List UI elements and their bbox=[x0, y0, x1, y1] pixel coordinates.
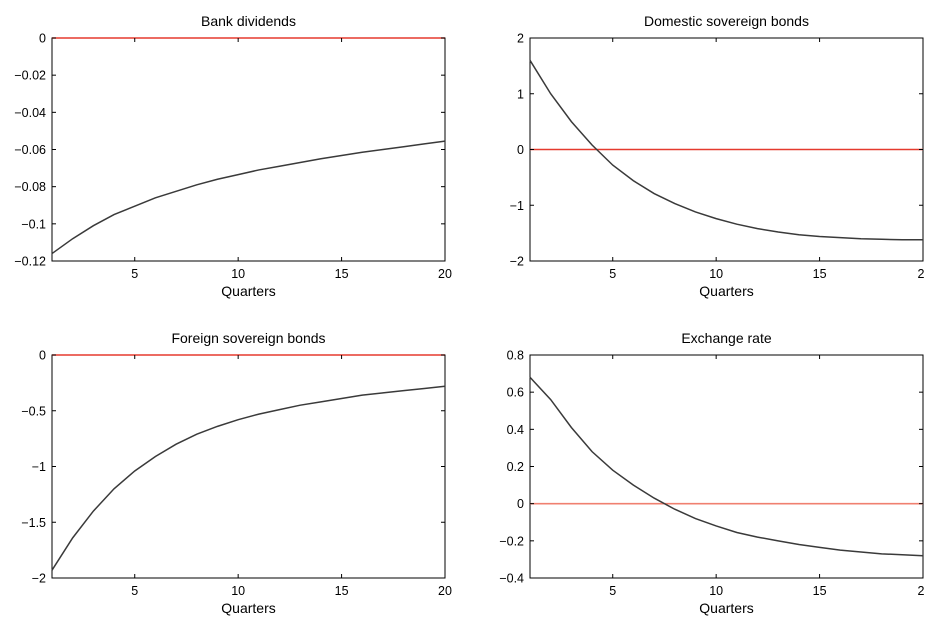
y-tick-label: −1 bbox=[32, 460, 46, 474]
y-tick-label: 0 bbox=[517, 497, 524, 511]
y-tick-label: −0.4 bbox=[499, 572, 524, 586]
x-tick-label: 15 bbox=[335, 267, 349, 281]
x-tick-label: 20 bbox=[438, 267, 452, 281]
chart-panel-4: 5 10 15 2( 0.8 0.6 0.4 0.2 0 −0.2 −0.4 Exchange rat… bbox=[499, 330, 925, 616]
y-tick-label: 0.4 bbox=[507, 423, 524, 437]
series-line-1 bbox=[51, 140, 446, 255]
y-tick-label: −0.02 bbox=[14, 69, 46, 83]
y-tick-label: −0.06 bbox=[14, 143, 46, 157]
y-tick-label: −0.1 bbox=[21, 217, 46, 231]
y-tick-label: 2 bbox=[517, 32, 524, 46]
x-tick-label: 15 bbox=[813, 584, 827, 598]
x-tick-label: 10 bbox=[709, 584, 723, 598]
y-tick-label: 0.2 bbox=[507, 460, 524, 474]
y-tick-label: −2 bbox=[32, 572, 46, 586]
x-tick-label: 2( bbox=[917, 584, 925, 598]
chart-title: Exchange rate bbox=[681, 330, 771, 346]
chart-panel-1: 5 10 15 20 0 −0.02 −0.04 −0.06 −0.08 −0.1 −0.12 Ban… bbox=[14, 13, 452, 299]
y-tick-label: −0.12 bbox=[14, 255, 46, 269]
x-axis-label: Quarters bbox=[221, 600, 275, 616]
y-tick-label: −1.5 bbox=[21, 516, 46, 530]
y-tick-label: 0.8 bbox=[507, 349, 524, 363]
y-tick-label: 0 bbox=[39, 32, 46, 46]
x-tick-label: 20 bbox=[438, 584, 452, 598]
y-tick-label: −0.04 bbox=[14, 106, 46, 120]
chart-title: Foreign sovereign bonds bbox=[171, 330, 325, 346]
series-line-1 bbox=[529, 59, 923, 241]
y-tick-label: −0.08 bbox=[14, 180, 46, 194]
chart-title: Domestic sovereign bonds bbox=[644, 13, 809, 29]
series-line-1 bbox=[51, 385, 446, 571]
chart-title: Bank dividends bbox=[201, 13, 296, 29]
y-tick-label: 1 bbox=[517, 87, 524, 101]
x-tick-label: 10 bbox=[231, 267, 245, 281]
x-tick-label: 10 bbox=[709, 267, 723, 281]
x-tick-label: 10 bbox=[231, 584, 245, 598]
series-line-1 bbox=[529, 376, 924, 557]
x-axis-label: Quarters bbox=[699, 283, 753, 299]
y-tick-label: −0.5 bbox=[21, 404, 46, 418]
y-tick-label: −2 bbox=[510, 255, 524, 269]
y-tick-label: 0.6 bbox=[507, 386, 524, 400]
y-tick-label: −0.2 bbox=[499, 534, 524, 548]
x-tick-label: 15 bbox=[813, 267, 827, 281]
x-tick-label: 5 bbox=[609, 267, 616, 281]
x-tick-label: 5 bbox=[609, 584, 616, 598]
x-tick-label: 5 bbox=[131, 584, 138, 598]
y-tick-label: 0 bbox=[39, 349, 46, 363]
y-tick-label: 0 bbox=[517, 143, 524, 157]
plot-frame bbox=[51, 354, 446, 579]
plot-frame bbox=[529, 354, 924, 579]
y-tick-label: −1 bbox=[510, 199, 524, 213]
x-tick-label: 5 bbox=[131, 267, 138, 281]
x-tick-label: 2( bbox=[917, 267, 925, 281]
x-axis-label: Quarters bbox=[699, 600, 753, 616]
x-axis-label: Quarters bbox=[221, 283, 275, 299]
x-tick-label: 15 bbox=[335, 584, 349, 598]
chart-panel-3: 5 10 15 20 0 −0.5 −1 −1.5 −2 Foreign sovereign bo… bbox=[21, 330, 452, 616]
